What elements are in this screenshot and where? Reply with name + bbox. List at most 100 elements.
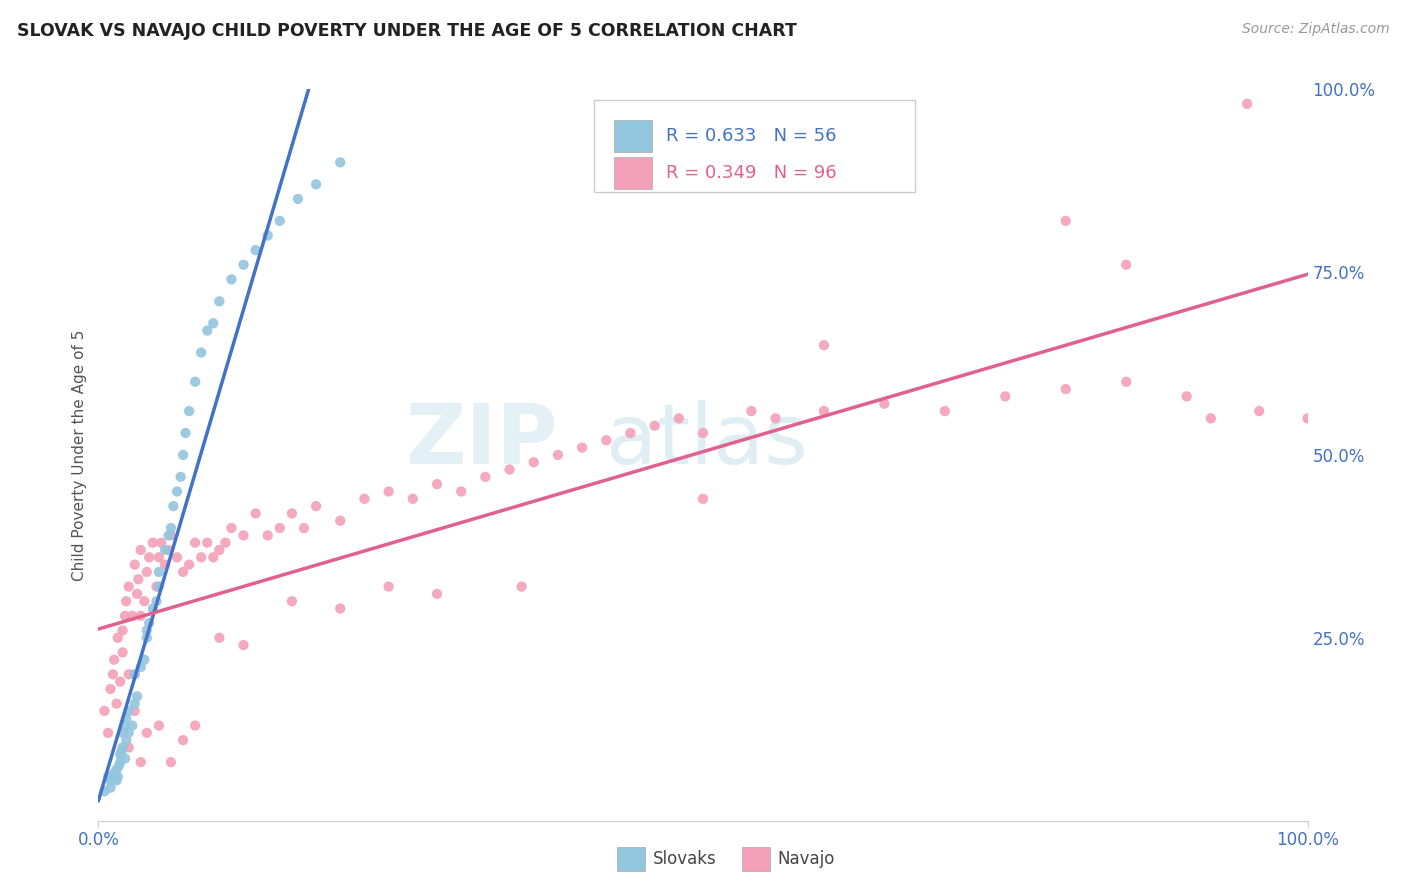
- Point: [111, 624, 134, 638]
- Point: [138, 550, 160, 565]
- Text: Source: ZipAtlas.com: Source: ZipAtlas.com: [1241, 22, 1389, 37]
- Point: [281, 507, 304, 521]
- Point: [127, 572, 149, 586]
- FancyBboxPatch shape: [613, 120, 652, 152]
- Point: [269, 521, 291, 535]
- Point: [118, 580, 141, 594]
- Text: atlas: atlas: [606, 400, 808, 481]
- Point: [1236, 96, 1258, 111]
- Point: [124, 558, 146, 572]
- Point: [740, 404, 762, 418]
- Point: [108, 747, 131, 762]
- Point: [148, 550, 170, 565]
- Point: [377, 484, 399, 499]
- Point: [305, 499, 328, 513]
- Point: [160, 755, 183, 769]
- Point: [1115, 375, 1137, 389]
- Point: [184, 535, 207, 549]
- Point: [232, 638, 254, 652]
- Text: R = 0.349   N = 96: R = 0.349 N = 96: [665, 164, 837, 182]
- Point: [150, 535, 173, 549]
- Point: [813, 338, 835, 352]
- Point: [121, 718, 143, 732]
- Point: [190, 345, 212, 359]
- Point: [105, 773, 128, 788]
- Point: [208, 294, 231, 309]
- Point: [124, 697, 146, 711]
- Text: SLOVAK VS NAVAJO CHILD POVERTY UNDER THE AGE OF 5 CORRELATION CHART: SLOVAK VS NAVAJO CHILD POVERTY UNDER THE…: [17, 22, 797, 40]
- Point: [292, 521, 315, 535]
- Point: [129, 543, 152, 558]
- Point: [1249, 404, 1271, 418]
- Point: [97, 726, 120, 740]
- Point: [135, 565, 157, 579]
- Point: [202, 550, 225, 565]
- Point: [426, 477, 449, 491]
- Point: [134, 653, 156, 667]
- Point: [329, 155, 352, 169]
- Point: [108, 674, 131, 689]
- Point: [142, 535, 165, 549]
- Point: [523, 455, 546, 469]
- Point: [172, 565, 194, 579]
- Point: [111, 645, 134, 659]
- Point: [145, 594, 167, 608]
- Point: [256, 228, 278, 243]
- Point: [184, 718, 207, 732]
- Point: [202, 316, 225, 330]
- Text: Slovaks: Slovaks: [652, 849, 716, 868]
- Point: [145, 580, 167, 594]
- Point: [114, 608, 136, 623]
- Point: [172, 448, 194, 462]
- Point: [305, 178, 328, 192]
- Point: [813, 404, 835, 418]
- Point: [174, 425, 197, 440]
- Point: [160, 528, 183, 542]
- Point: [208, 543, 231, 558]
- Point: [765, 411, 787, 425]
- Point: [994, 389, 1017, 403]
- Point: [474, 470, 496, 484]
- Point: [127, 690, 149, 704]
- Point: [160, 521, 183, 535]
- Point: [135, 631, 157, 645]
- Point: [114, 718, 136, 732]
- Point: [107, 770, 129, 784]
- Point: [124, 667, 146, 681]
- Point: [426, 587, 449, 601]
- Point: [110, 744, 132, 758]
- Point: [153, 543, 176, 558]
- Point: [668, 411, 690, 425]
- Point: [103, 766, 125, 780]
- Point: [179, 558, 201, 572]
- Point: [148, 580, 170, 594]
- Point: [1115, 258, 1137, 272]
- Point: [142, 601, 165, 615]
- Point: [692, 425, 714, 440]
- Point: [148, 565, 170, 579]
- Point: [97, 770, 120, 784]
- Point: [1199, 411, 1222, 425]
- Point: [134, 594, 156, 608]
- Point: [402, 491, 425, 506]
- Text: R = 0.633   N = 56: R = 0.633 N = 56: [665, 127, 837, 145]
- Point: [135, 726, 157, 740]
- Point: [138, 616, 160, 631]
- Point: [221, 272, 243, 286]
- Point: [934, 404, 956, 418]
- Point: [269, 214, 291, 228]
- Point: [172, 733, 194, 747]
- Point: [118, 726, 141, 740]
- Point: [281, 594, 304, 608]
- Point: [619, 425, 641, 440]
- Point: [157, 543, 180, 558]
- Point: [377, 580, 399, 594]
- Point: [148, 718, 170, 732]
- Point: [115, 594, 138, 608]
- Point: [129, 608, 152, 623]
- Point: [547, 448, 569, 462]
- Point: [100, 780, 122, 795]
- Point: [166, 484, 188, 499]
- Point: [105, 763, 128, 777]
- Point: [166, 550, 188, 565]
